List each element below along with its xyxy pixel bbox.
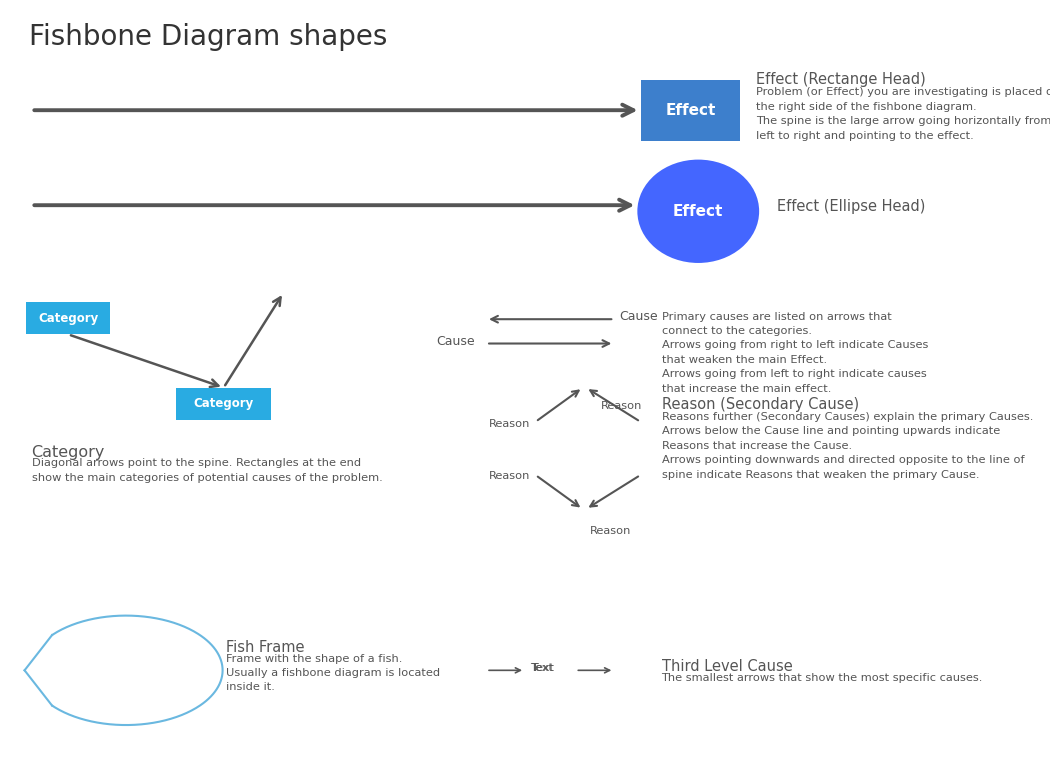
FancyBboxPatch shape — [640, 80, 740, 141]
Text: Reasons further (Secondary Causes) explain the primary Causes.
Arrows below the : Reasons further (Secondary Causes) expla… — [662, 412, 1033, 480]
Text: Primary causes are listed on arrows that
connect to the categories.
Arrows going: Primary causes are listed on arrows that… — [662, 312, 928, 394]
Text: Effect (Ellipse Head): Effect (Ellipse Head) — [777, 199, 925, 214]
Text: Cause: Cause — [436, 334, 475, 348]
Text: Effect: Effect — [666, 103, 715, 118]
Text: Text: Text — [530, 663, 553, 673]
Text: Reason: Reason — [489, 419, 530, 429]
Text: Reason: Reason — [601, 401, 642, 411]
Text: Category: Category — [193, 397, 254, 410]
Text: Reason: Reason — [590, 526, 631, 536]
Text: Effect (Rectange Head): Effect (Rectange Head) — [756, 72, 926, 87]
FancyBboxPatch shape — [176, 388, 271, 420]
Text: Fishbone Diagram shapes: Fishbone Diagram shapes — [29, 23, 387, 51]
Text: Diagonal arrows point to the spine. Rectangles at the end
show the main categori: Diagonal arrows point to the spine. Rect… — [32, 458, 382, 483]
Text: Category: Category — [38, 312, 99, 325]
Text: Reason: Reason — [489, 471, 530, 481]
Text: Reason (Secondary Cause): Reason (Secondary Cause) — [662, 397, 859, 412]
Text: The smallest arrows that show the most specific causes.: The smallest arrows that show the most s… — [662, 673, 983, 683]
FancyBboxPatch shape — [26, 302, 110, 334]
Text: Text: Text — [531, 663, 554, 673]
Text: Third Level Cause: Third Level Cause — [662, 659, 793, 674]
Text: Cause: Cause — [620, 310, 658, 324]
Ellipse shape — [637, 160, 759, 263]
Text: Problem (or Effect) you are investigating is placed on
the right side of the fis: Problem (or Effect) you are investigatin… — [756, 87, 1050, 141]
Text: Category: Category — [32, 445, 105, 460]
Text: Frame with the shape of a fish.
Usually a fishbone diagram is located
inside it.: Frame with the shape of a fish. Usually … — [226, 654, 440, 692]
Text: Effect: Effect — [673, 204, 723, 219]
Text: Fish Frame: Fish Frame — [226, 640, 304, 655]
